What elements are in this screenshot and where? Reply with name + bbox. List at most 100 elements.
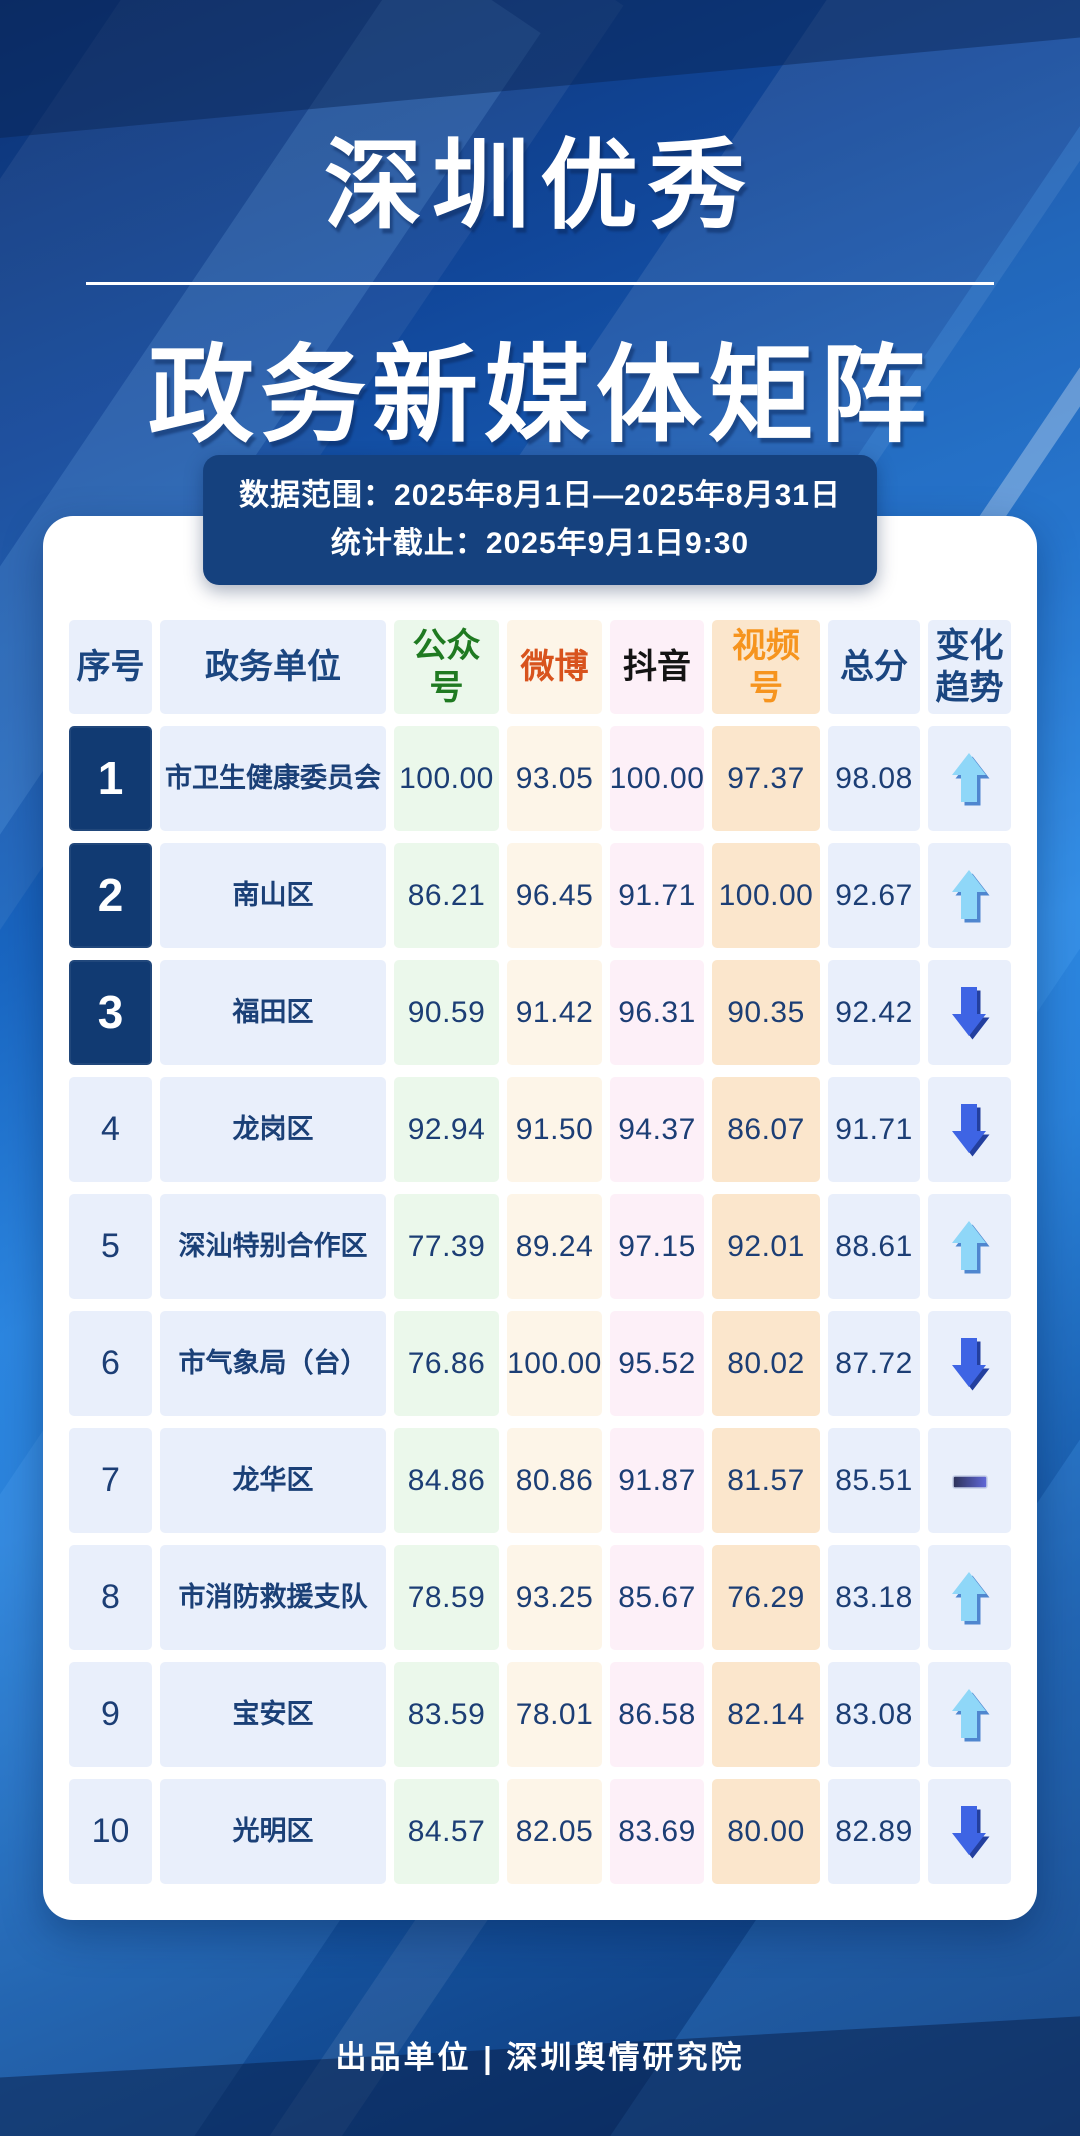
score-cell-gongzhonghao: 92.94: [394, 1077, 499, 1182]
score-cell-gongzhonghao: 84.86: [394, 1428, 499, 1533]
score-cell-douyin: 86.58: [610, 1662, 704, 1767]
trend-cell: [928, 843, 1011, 948]
rank-cell: 7: [69, 1428, 152, 1533]
unit-cell: 福田区: [160, 960, 386, 1065]
total-score-cell: 83.08: [828, 1662, 920, 1767]
table-header-row: 序号 政务单位 公众号 微博 抖音 视频号 总分 变化趋势: [69, 620, 1015, 714]
score-cell-douyin: 94.37: [610, 1077, 704, 1182]
table-row: 8 市消防救援支队 78.59 93.25 85.67 76.29 83.18: [69, 1545, 1015, 1650]
table-card: 序号 政务单位 公众号 微博 抖音 视频号 总分 变化趋势 1 市卫生健康委员会 100.00 93…: [43, 516, 1037, 1920]
trend-cell: [928, 1662, 1011, 1767]
trend-cell: [928, 726, 1011, 831]
header-gongzhonghao: 公众号: [394, 620, 499, 714]
trend-cell: [928, 1311, 1011, 1416]
unit-cell: 市气象局（台）: [160, 1311, 386, 1416]
badge-data-range: 数据范围：2025年8月1日—2025年8月31日: [239, 479, 841, 512]
unit-cell: 光明区: [160, 1779, 386, 1884]
total-score-cell: 88.61: [828, 1194, 920, 1299]
unit-cell: 市消防救援支队: [160, 1545, 386, 1650]
table-row: 7 龙华区 84.86 80.86 91.87 81.57 85.51: [69, 1428, 1015, 1533]
header-unit: 政务单位: [160, 620, 386, 714]
score-cell-shipinhao: 90.35: [712, 960, 820, 1065]
score-cell-gongzhonghao: 78.59: [394, 1545, 499, 1650]
table-row: 4 龙岗区 92.94 91.50 94.37 86.07 91.71: [69, 1077, 1015, 1182]
rank-cell: 9: [69, 1662, 152, 1767]
header-weibo: 微博: [507, 620, 602, 714]
score-cell-weibo: 80.86: [507, 1428, 602, 1533]
score-cell-shipinhao: 97.37: [712, 726, 820, 831]
trend-up-icon: [951, 1688, 989, 1741]
score-cell-gongzhonghao: 84.57: [394, 1779, 499, 1884]
unit-cell: 龙华区: [160, 1428, 386, 1533]
trend-cell: [928, 1545, 1011, 1650]
trend-down-icon: [951, 986, 989, 1039]
trend-cell: [928, 1194, 1011, 1299]
score-cell-shipinhao: 80.00: [712, 1779, 820, 1884]
rank-cell: 2: [69, 843, 152, 948]
score-cell-weibo: 89.24: [507, 1194, 602, 1299]
score-cell-gongzhonghao: 76.86: [394, 1311, 499, 1416]
trend-up-icon: [951, 752, 989, 805]
trend-up-icon: [951, 869, 989, 922]
trend-down-icon: [951, 1103, 989, 1156]
score-cell-weibo: 93.25: [507, 1545, 602, 1650]
trend-flat-icon: [951, 1474, 988, 1489]
badge-cutoff-time: 统计截止：2025年9月1日9:30: [330, 527, 750, 560]
score-cell-weibo: 78.01: [507, 1662, 602, 1767]
trend-cell: [928, 1779, 1011, 1884]
rank-cell: 6: [69, 1311, 152, 1416]
trend-cell: [928, 960, 1011, 1065]
date-range-badge: 数据范围：2025年8月1日—2025年8月31日 统计截止：2025年9月1日…: [203, 455, 877, 585]
score-cell-shipinhao: 82.14: [712, 1662, 820, 1767]
unit-cell: 宝安区: [160, 1662, 386, 1767]
page-subtitle: 政务新媒体矩阵: [148, 337, 932, 455]
unit-cell: 龙岗区: [160, 1077, 386, 1182]
header-rank: 序号: [69, 620, 152, 714]
total-score-cell: 82.89: [828, 1779, 920, 1884]
score-cell-weibo: 91.50: [507, 1077, 602, 1182]
score-cell-weibo: 93.05: [507, 726, 602, 831]
total-score-cell: 83.18: [828, 1545, 920, 1650]
title-block: 深圳优秀 政务新媒体矩阵: [0, 106, 1080, 463]
page-title: 深圳优秀: [323, 130, 756, 240]
score-cell-weibo: 82.05: [507, 1779, 602, 1884]
table-row: 10 光明区 84.57 82.05 83.69 80.00 82.89: [69, 1779, 1015, 1884]
header-total: 总分: [828, 620, 920, 714]
score-cell-douyin: 100.00: [610, 726, 704, 831]
score-cell-douyin: 95.52: [610, 1311, 704, 1416]
score-cell-shipinhao: 81.57: [712, 1428, 820, 1533]
rank-cell: 10: [69, 1779, 152, 1884]
score-cell-douyin: 91.71: [610, 843, 704, 948]
score-cell-douyin: 85.67: [610, 1545, 704, 1650]
table-row: 2 南山区 86.21 96.45 91.71 100.00 92.67: [69, 843, 1015, 948]
table-row: 6 市气象局（台） 76.86 100.00 95.52 80.02 87.72: [69, 1311, 1015, 1416]
trend-down-icon: [951, 1337, 989, 1390]
ranking-table: 序号 政务单位 公众号 微博 抖音 视频号 总分 变化趋势 1 市卫生健康委员会 100.00 93…: [69, 620, 1015, 1896]
table-row: 1 市卫生健康委员会 100.00 93.05 100.00 97.37 98.08: [69, 726, 1015, 831]
table-row: 3 福田区 90.59 91.42 96.31 90.35 92.42: [69, 960, 1015, 1065]
total-score-cell: 87.72: [828, 1311, 920, 1416]
total-score-cell: 98.08: [828, 726, 920, 831]
unit-cell: 深汕特别合作区: [160, 1194, 386, 1299]
footer-credit: 出品单位 | 深圳舆情研究院: [335, 2040, 745, 2075]
trend-down-icon: [951, 1805, 989, 1858]
trend-up-icon: [951, 1220, 989, 1273]
score-cell-gongzhonghao: 77.39: [394, 1194, 499, 1299]
score-cell-weibo: 96.45: [507, 843, 602, 948]
score-cell-gongzhonghao: 86.21: [394, 843, 499, 948]
total-score-cell: 92.67: [828, 843, 920, 948]
score-cell-gongzhonghao: 83.59: [394, 1662, 499, 1767]
score-cell-shipinhao: 76.29: [712, 1545, 820, 1650]
total-score-cell: 92.42: [828, 960, 920, 1065]
score-cell-douyin: 97.15: [610, 1194, 704, 1299]
score-cell-gongzhonghao: 100.00: [394, 726, 499, 831]
table-body: 1 市卫生健康委员会 100.00 93.05 100.00 97.37 98.08 2 南山区…: [69, 726, 1015, 1884]
total-score-cell: 91.71: [828, 1077, 920, 1182]
unit-cell: 市卫生健康委员会: [160, 726, 386, 831]
rank-cell: 3: [69, 960, 152, 1065]
score-cell-shipinhao: 86.07: [712, 1077, 820, 1182]
total-score-cell: 85.51: [828, 1428, 920, 1533]
rank-cell: 4: [69, 1077, 152, 1182]
table-row: 5 深汕特别合作区 77.39 89.24 97.15 92.01 88.61: [69, 1194, 1015, 1299]
